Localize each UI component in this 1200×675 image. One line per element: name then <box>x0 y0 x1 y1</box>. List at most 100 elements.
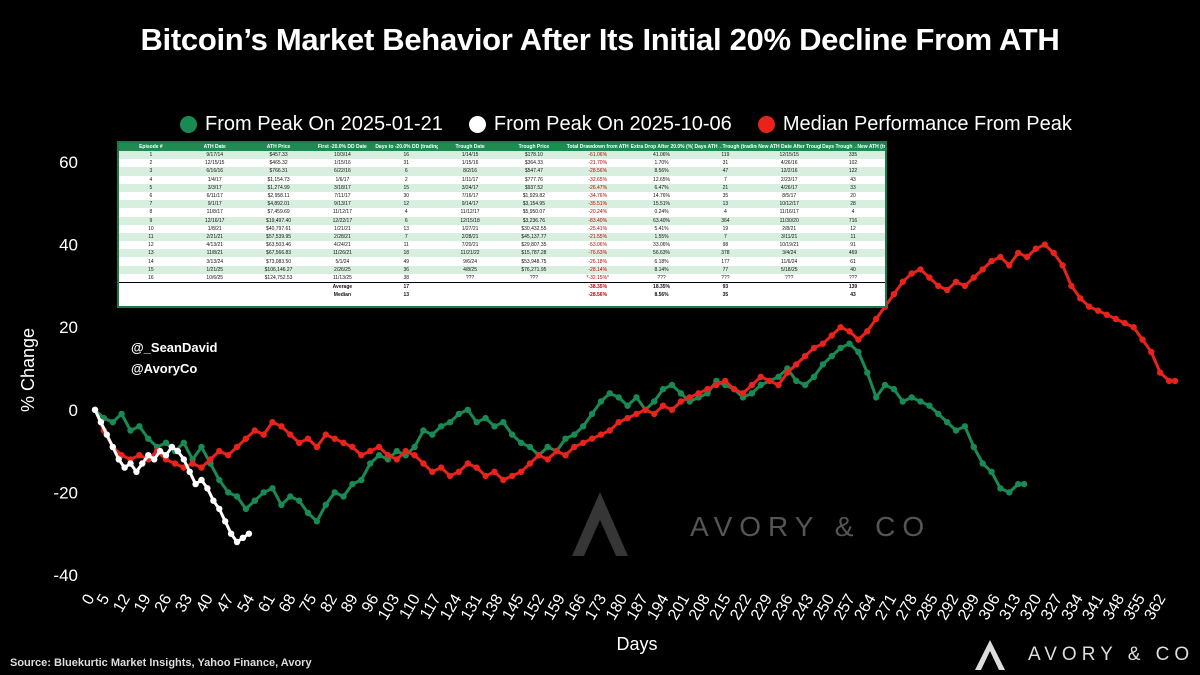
data-point <box>517 439 525 446</box>
data-point <box>133 468 140 475</box>
table-cell: 1/21/25 <box>182 265 247 274</box>
table-cell: $937.52 <box>501 183 566 192</box>
table-cell: 4/26/16 <box>757 159 822 168</box>
data-point <box>482 414 489 422</box>
table-cell: 1.55% <box>629 232 694 242</box>
data-point <box>597 398 605 405</box>
table-header-cell: ATH Date <box>182 143 247 151</box>
data-point <box>216 476 223 484</box>
table-cell <box>438 291 502 300</box>
data-point <box>482 472 489 480</box>
data-point <box>571 431 578 438</box>
data-point <box>1050 249 1057 257</box>
data-point <box>704 385 711 393</box>
data-point <box>961 282 969 290</box>
table-cell: ??? <box>629 273 694 283</box>
data-point <box>269 419 276 426</box>
data-point <box>668 406 676 413</box>
data-point <box>846 328 853 335</box>
table-cell: 11 <box>119 232 183 242</box>
data-point <box>192 480 199 488</box>
table-cell: $178.10 <box>501 151 566 160</box>
table-cell: 13 <box>374 291 439 300</box>
table-row: 5 3/3/17 $1,274.99 3/18/17 15 3/24/17 $937.52-… <box>119 183 885 192</box>
table-cell: $15,787.28 <box>501 249 566 258</box>
data-point <box>393 447 400 455</box>
table-cell: 13 <box>374 224 439 233</box>
table-cell: 7 <box>693 175 758 184</box>
data-point <box>677 398 685 405</box>
data-point <box>313 518 321 525</box>
table-cell: $124,752.53 <box>246 273 311 283</box>
data-point <box>278 423 285 430</box>
data-point <box>245 530 253 537</box>
table-cell: 14.76% <box>629 191 694 201</box>
table-cell <box>501 282 566 292</box>
table-cell: 12/15/15 <box>182 159 247 168</box>
x-tick-label: 75 <box>297 591 321 615</box>
table-cell: 12 <box>821 224 885 233</box>
data-point <box>118 410 125 418</box>
table-cell: 8.14% <box>629 265 694 274</box>
data-point <box>438 464 445 471</box>
table-cell: Average <box>310 282 375 292</box>
data-point <box>109 443 117 451</box>
table-cell: 33.06% <box>629 241 694 250</box>
table-row: 9 12/16/17 $19,497.40 12/22/17 6 12/15/18 $3,2… <box>119 216 885 225</box>
data-point <box>837 324 844 331</box>
data-point <box>242 435 250 442</box>
table-cell: -35.51% <box>565 200 630 209</box>
table-cell: ??? <box>757 273 822 283</box>
data-point <box>151 456 158 463</box>
data-point <box>168 443 176 451</box>
table-cell: 12.65% <box>629 175 694 184</box>
data-point <box>828 352 835 360</box>
brand-text: AVORY & CO <box>1028 644 1195 665</box>
table-cell: 6/11/17 <box>182 191 247 201</box>
table-cell: 17 <box>374 282 439 292</box>
data-point <box>659 385 667 393</box>
data-point <box>535 452 542 459</box>
table-cell: 15.51% <box>629 200 694 209</box>
table-cell: 1/8/21 <box>182 224 247 233</box>
data-point <box>420 427 427 434</box>
table-cell: 5/18/25 <box>757 265 822 274</box>
y-tick-label: -40 <box>53 566 78 585</box>
table-cell: 13 <box>693 200 758 209</box>
data-point <box>988 468 995 475</box>
data-point <box>186 468 193 475</box>
table-header-cell: Total Drawdown from ATH (%) <box>565 143 630 151</box>
table-cell: 8/2/16 <box>438 167 502 176</box>
table-cell: 12/2/16 <box>757 167 822 176</box>
table-cell: -38.35% <box>565 282 630 292</box>
table-cell: 3/13/24 <box>182 257 247 266</box>
data-point <box>367 460 374 467</box>
table-row: 11 2/21/21 $57,539.95 2/28/21 7 2/28/21 $45,13… <box>119 232 885 242</box>
table-cell: 2 <box>374 175 439 184</box>
data-point <box>296 497 303 504</box>
table-cell: 10/19/21 <box>757 241 822 250</box>
table-cell: 15 <box>119 265 183 274</box>
legend: From Peak On 2025-01-21 From Peak On 202… <box>180 113 1072 136</box>
table-cell <box>119 291 183 300</box>
table-cell: 5/1/24 <box>310 257 375 266</box>
table-cell: 2/28/21 <box>310 232 375 242</box>
table-cell: 5.41% <box>629 224 694 233</box>
table-cell: $67,566.83 <box>246 249 311 258</box>
table-cell: $1,154.73 <box>246 175 311 184</box>
data-point <box>997 253 1004 261</box>
data-point <box>304 435 312 442</box>
data-point <box>1015 249 1022 257</box>
table-cell: 77 <box>693 265 758 274</box>
table-cell: 8/5/17 <box>757 191 822 201</box>
table-cell: 33 <box>821 183 885 192</box>
data-point <box>926 402 933 409</box>
table-row: 8 11/8/17 $7,459.69 11/12/17 4 11/12/17 $5,950… <box>119 208 885 217</box>
data-point <box>411 452 418 459</box>
table-cell: 6.47% <box>629 183 694 192</box>
table-cell: 15 <box>374 183 439 192</box>
table-cell: 4 <box>119 175 183 184</box>
data-point <box>873 315 880 323</box>
table-row: 13 11/8/21 $67,566.83 11/26/21 18 11/21/22 $15… <box>119 249 885 258</box>
table-cell: 9/14/17 <box>438 200 502 209</box>
